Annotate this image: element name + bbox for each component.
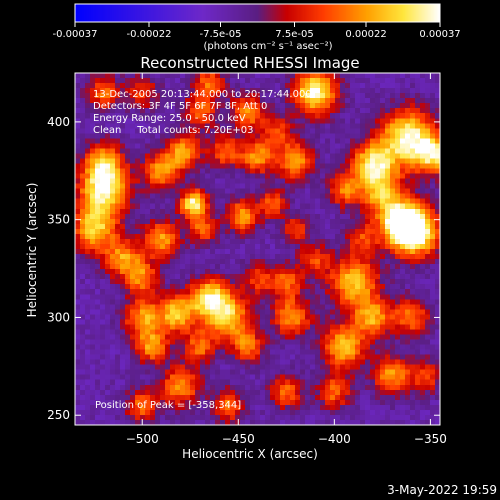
colorbar-tick-label: -0.00022: [127, 29, 172, 40]
info-line-time: 13-Dec-2005 20:13:44.000 to 20:17:44.000: [93, 89, 312, 100]
x-axis-label: Heliocentric X (arcsec): [182, 447, 318, 461]
colorbar-ticks: -0.00037 -0.00022 -7.5e-05 7.5e-05 0.00022 0.…: [53, 22, 461, 40]
x-tick-label: −500: [126, 432, 159, 446]
info-line-energy: Energy Range: 25.0 - 50.0 keV: [93, 113, 246, 124]
info-line-counts: Clean Total counts: 7.20E+03: [93, 125, 253, 136]
y-tick-label: 250: [47, 408, 70, 422]
chart-title: Reconstructed RHESSI Image: [140, 54, 359, 72]
colorbar-tick-label: -0.00037: [53, 29, 98, 40]
colorbar-tick-label: -7.5e-05: [200, 29, 242, 40]
y-axis-ticks: 250 300 350 400: [47, 115, 440, 422]
colorbar-tick-label: 0.00022: [345, 29, 386, 40]
info-line-detectors: Detectors: 3F 4F 5F 6F 7F 8F, Att 0: [93, 101, 267, 112]
y-tick-label: 300: [47, 310, 70, 324]
peak-position-label: Position of Peak = [-358,344]: [95, 400, 241, 411]
x-tick-label: −450: [222, 432, 255, 446]
colorbar-frame: [74, 3, 441, 23]
colorbar: -0.00037 -0.00022 -7.5e-05 7.5e-05 0.00022 0.…: [53, 3, 461, 52]
colorbar-gradient: [75, 4, 440, 22]
x-tick-label: −400: [318, 432, 351, 446]
y-tick-label: 350: [47, 213, 70, 227]
heatmap-image: [75, 73, 440, 425]
y-tick-label: 400: [47, 115, 70, 129]
x-axis-ticks: −500 −450 −400 −350: [126, 73, 447, 446]
plot-frame: [74, 72, 441, 426]
plot-axes: −500 −450 −400 −350 250 300 350 400: [47, 72, 447, 446]
footer-date: 3-May-2022 19:59: [387, 483, 497, 497]
x-tick-label: −350: [414, 432, 447, 446]
colorbar-tick-label: 7.5e-05: [275, 29, 313, 40]
y-axis-label: Heliocentric Y (arcsec): [25, 183, 39, 318]
colorbar-unit-label: (photons cm⁻² s⁻¹ asec⁻²): [203, 41, 332, 52]
colorbar-tick-label: 0.00037: [419, 29, 460, 40]
info-overlay: 13-Dec-2005 20:13:44.000 to 20:17:44.000…: [93, 89, 312, 411]
